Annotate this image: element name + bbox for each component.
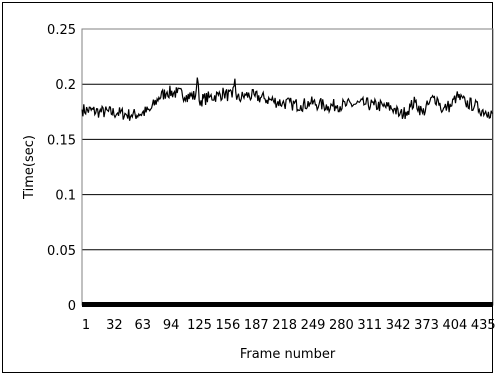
plot-area	[81, 28, 494, 306]
series-line	[81, 77, 494, 121]
y-tick-label: 0	[68, 299, 76, 314]
x-tick-label: 404	[442, 318, 467, 333]
x-tick-label: 32	[106, 318, 123, 333]
x-axis-ticks: 1 32 63 94 125 156 187 218 249 280 311 342 373 404 435	[82, 318, 496, 333]
y-tick-label: 0.2	[55, 78, 76, 93]
x-tick-label: 435	[471, 318, 496, 333]
y-tick-label: 0.15	[47, 133, 76, 148]
y-tick-label: 0.05	[47, 244, 76, 259]
x-tick-label: 218	[272, 318, 297, 333]
x-tick-label: 1	[82, 318, 90, 333]
zero-baseline	[82, 302, 493, 307]
x-tick-label: 125	[187, 318, 212, 333]
chart-frame	[2, 2, 493, 373]
gridlines	[82, 83, 493, 251]
x-tick-label: 187	[244, 318, 269, 333]
y-tick-label: 0.25	[47, 23, 76, 38]
x-tick-label: 63	[134, 318, 151, 333]
y-tick-label: 0.1	[55, 189, 76, 204]
y-axis-ticks: 0 0.05 0.1 0.15 0.2 0.25	[47, 23, 76, 314]
x-tick-label: 280	[329, 318, 354, 333]
x-axis-label: Frame number	[240, 347, 336, 362]
x-tick-label: 94	[163, 318, 180, 333]
x-tick-label: 249	[301, 318, 326, 333]
x-tick-label: 373	[414, 318, 439, 333]
x-tick-label: 342	[386, 318, 411, 333]
y-axis-label: Time(sec)	[22, 135, 37, 200]
x-tick-label: 311	[357, 318, 382, 333]
x-tick-label: 156	[215, 318, 240, 333]
